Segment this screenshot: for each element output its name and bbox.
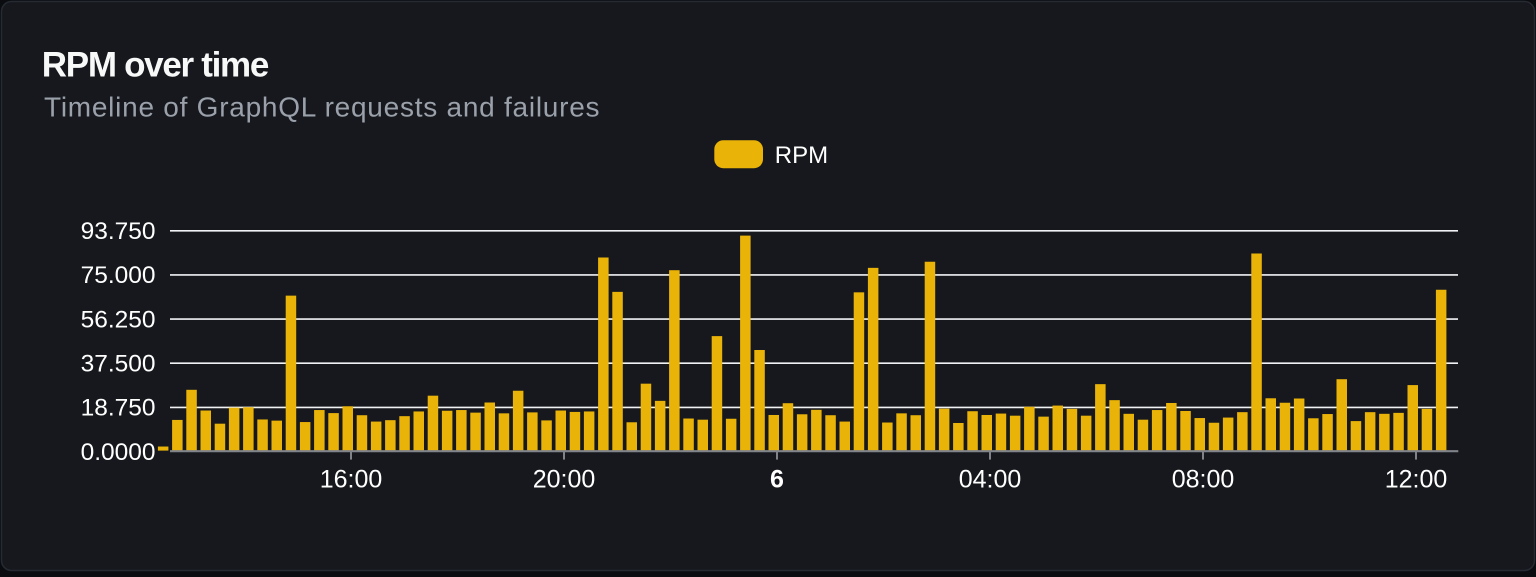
svg-text:16:00: 16:00 — [320, 466, 383, 494]
svg-text:RPM: RPM — [775, 142, 828, 169]
svg-text:93.750: 93.750 — [81, 218, 156, 245]
svg-text:75.000: 75.000 — [81, 262, 156, 289]
svg-text:18.750: 18.750 — [81, 395, 156, 422]
svg-text:RPM over time: RPM over time — [42, 46, 269, 85]
svg-text:6: 6 — [770, 466, 784, 494]
svg-text:37.500: 37.500 — [81, 351, 156, 378]
svg-text:0.0000: 0.0000 — [81, 439, 156, 466]
svg-text:56.250: 56.250 — [81, 306, 156, 333]
svg-text:20:00: 20:00 — [533, 466, 596, 494]
svg-text:Timeline of GraphQL requests a: Timeline of GraphQL requests and failure… — [44, 92, 600, 123]
svg-text:04:00: 04:00 — [959, 466, 1022, 494]
svg-text:08:00: 08:00 — [1172, 466, 1235, 494]
svg-text:12:00: 12:00 — [1385, 466, 1448, 494]
